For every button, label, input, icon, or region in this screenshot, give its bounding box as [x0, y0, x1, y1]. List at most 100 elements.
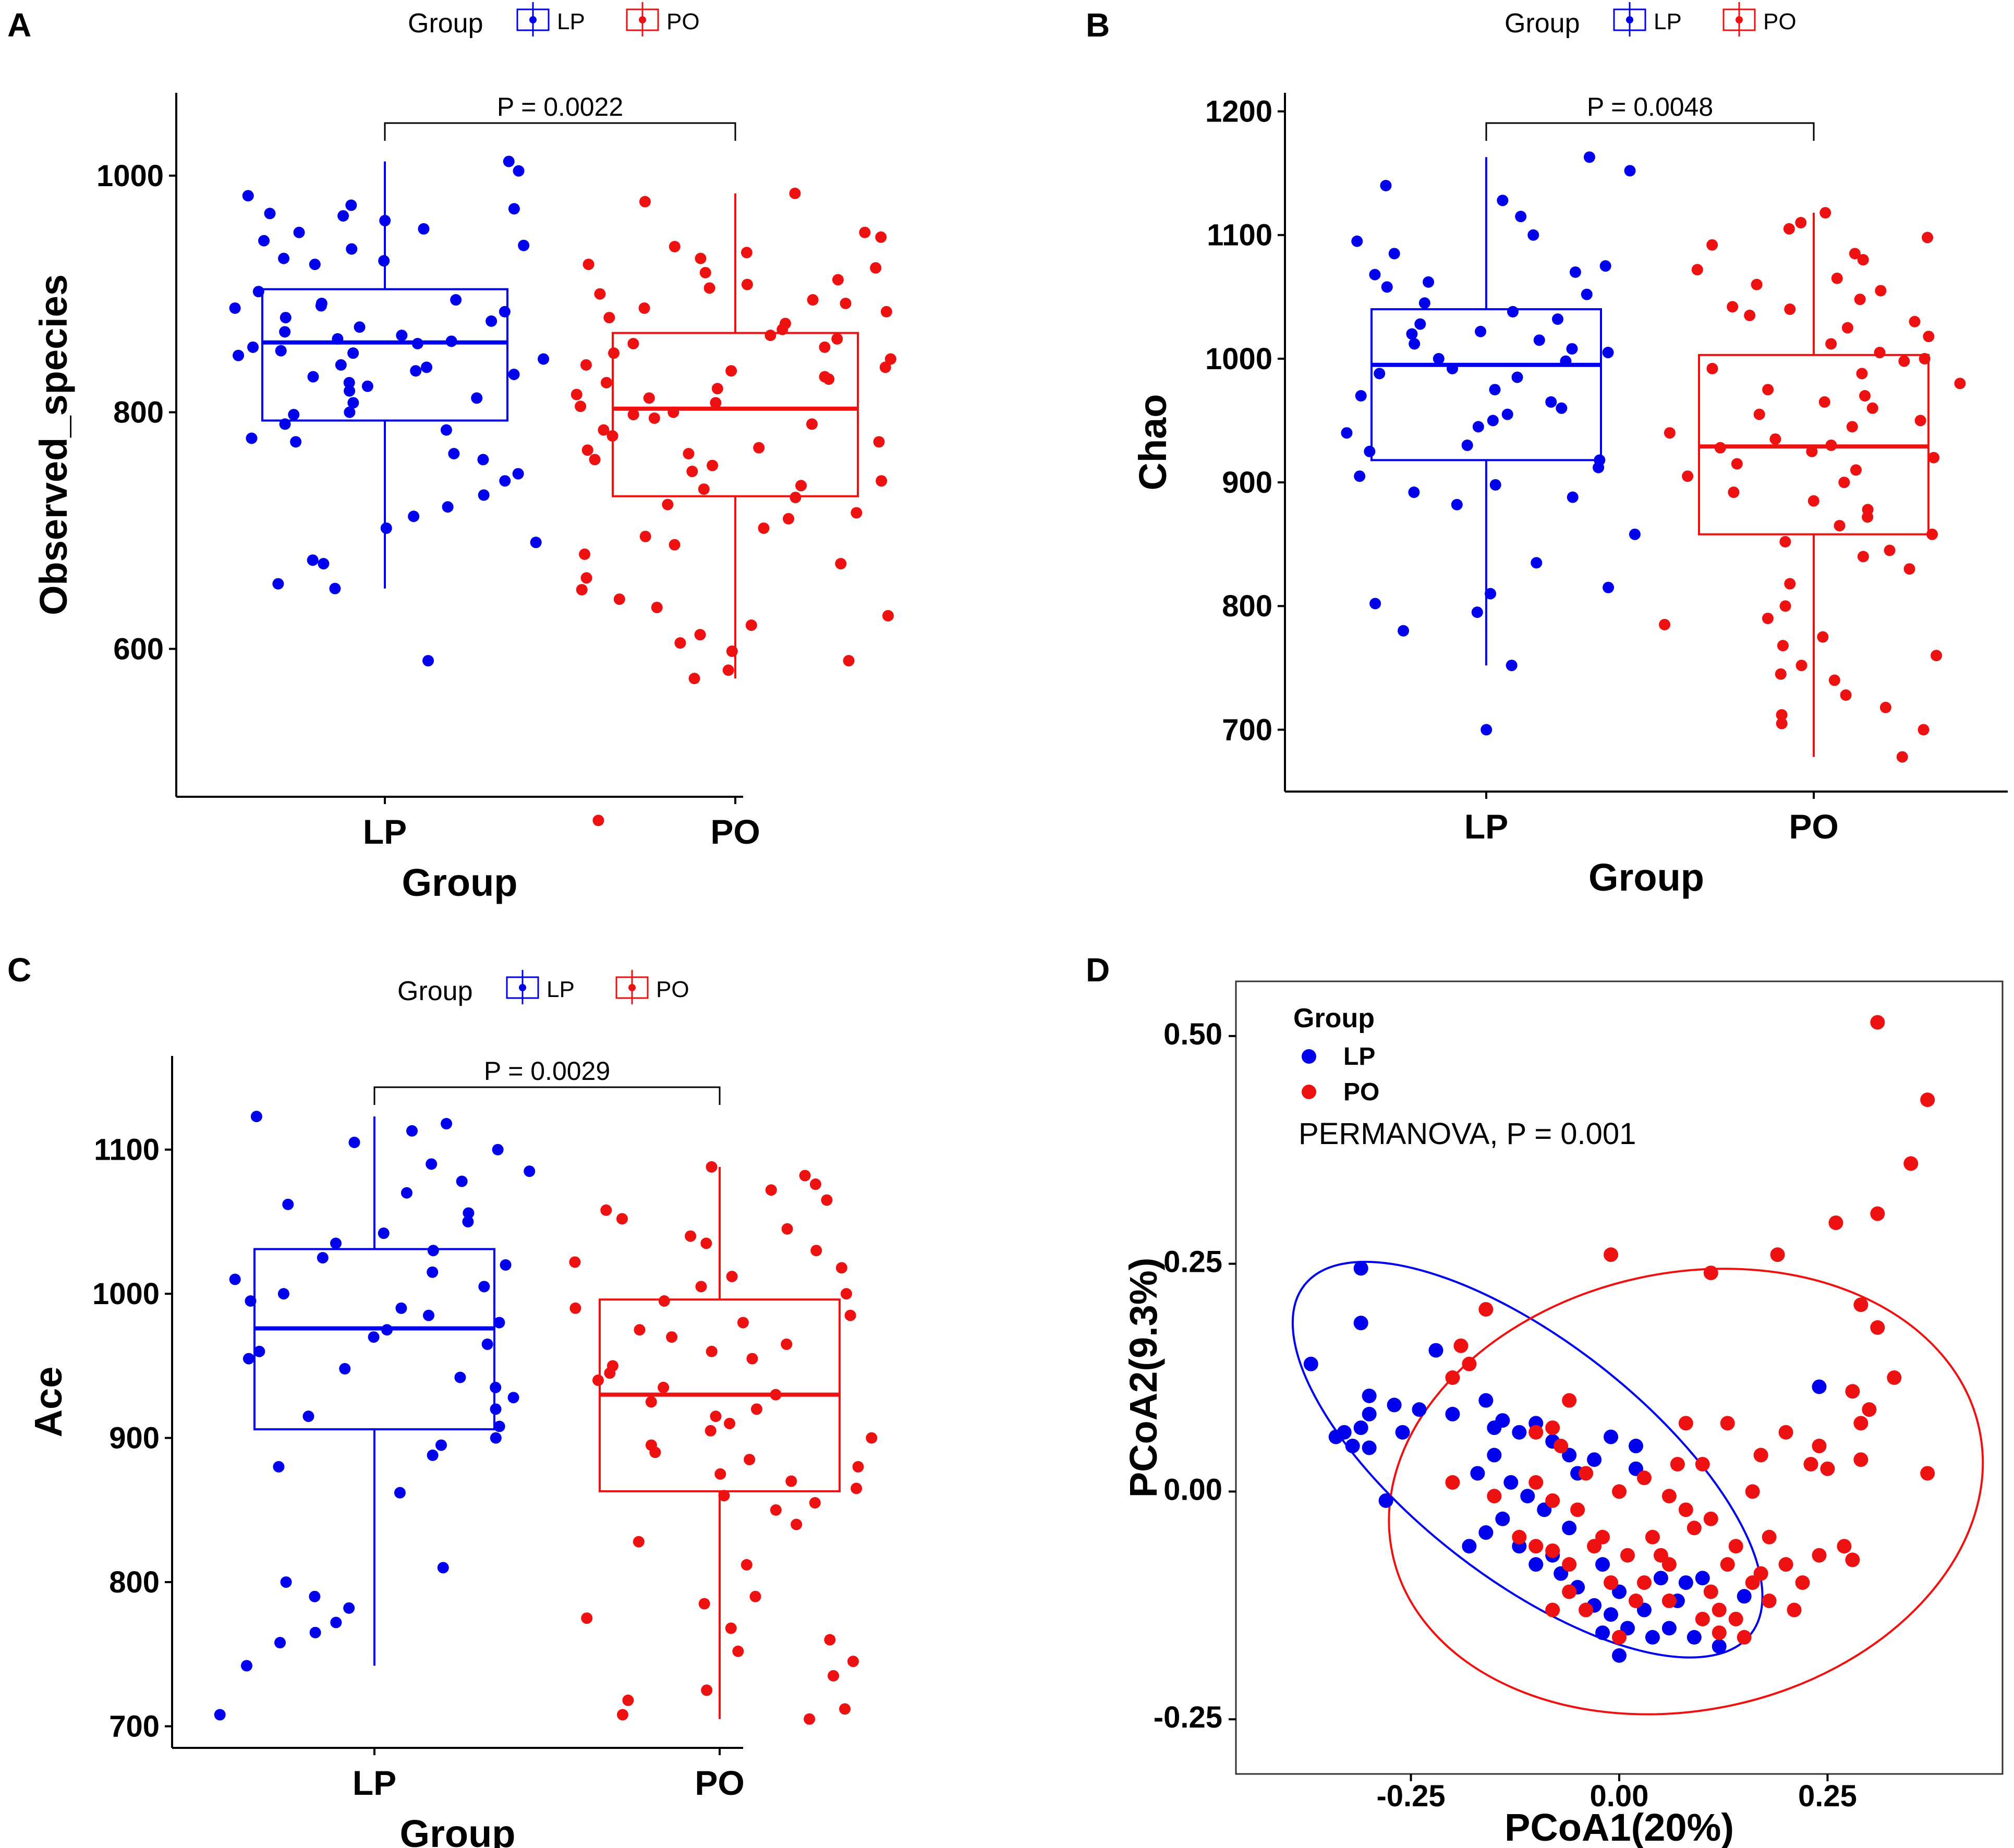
data-point — [1408, 487, 1420, 499]
data-point — [706, 1161, 718, 1173]
data-point — [1512, 1425, 1527, 1440]
data-point — [685, 1230, 697, 1242]
data-point — [569, 1302, 581, 1314]
data-point — [1695, 1571, 1710, 1586]
data-point — [835, 558, 847, 570]
data-point — [722, 664, 734, 676]
legend-key-po — [1722, 2, 1756, 37]
data-point — [492, 1144, 504, 1156]
permanova-annotation: PERMANOVA, P = 0.001 — [1299, 1117, 1636, 1151]
data-point — [880, 306, 892, 318]
legend-key-po — [1302, 1085, 1316, 1099]
data-point — [710, 1411, 722, 1423]
data-point — [613, 593, 625, 605]
data-point — [1341, 427, 1353, 439]
y-tick-label: 0.25 — [1163, 1245, 1222, 1279]
data-point — [700, 1237, 712, 1249]
data-point — [1428, 1343, 1443, 1358]
legend-key-dot — [529, 16, 537, 23]
panel-d-pcoa: -0.25 0.00 0.25 -0.25 0.00 0.25 0.50 PCoA1(20%)… — [1122, 980, 2004, 1848]
data-point — [580, 359, 592, 371]
x-axis-label: Group — [402, 861, 518, 904]
data-point — [770, 1504, 782, 1516]
data-point — [705, 1425, 717, 1437]
box-iqr — [253, 1248, 495, 1431]
data-point — [274, 1637, 286, 1649]
data-point — [840, 297, 852, 309]
data-point — [280, 312, 292, 324]
data-point — [1595, 1529, 1610, 1545]
legend-label-lp: LP — [547, 977, 575, 1002]
data-point — [1462, 1539, 1477, 1554]
data-point — [603, 312, 615, 324]
data-point — [1461, 439, 1473, 451]
data-point — [513, 165, 525, 177]
data-point — [1369, 598, 1381, 610]
data-point — [1838, 477, 1850, 489]
data-point — [1387, 1397, 1402, 1413]
confidence-ellipse-po — [1388, 1268, 1984, 1716]
data-point — [1856, 368, 1868, 380]
data-point — [1380, 179, 1392, 191]
box-iqr — [612, 332, 859, 497]
points-lp — [1341, 151, 1641, 736]
data-point — [1495, 1511, 1510, 1526]
data-point — [1703, 1266, 1718, 1281]
panel-label-d: D — [1086, 951, 1110, 989]
data-point — [1795, 1575, 1810, 1590]
data-point — [229, 302, 241, 314]
panel-label-a: A — [7, 6, 31, 44]
data-point — [1604, 1247, 1619, 1262]
data-point — [343, 1602, 355, 1614]
data-point — [278, 252, 290, 264]
data-point — [379, 215, 391, 227]
data-point — [1819, 207, 1831, 219]
data-point — [600, 1204, 612, 1216]
data-point — [1497, 194, 1509, 206]
data-point — [1581, 288, 1593, 300]
box-iqr — [1370, 308, 1602, 461]
data-point — [1840, 689, 1852, 701]
data-point — [1714, 442, 1726, 454]
data-point — [726, 645, 738, 657]
data-point — [471, 392, 483, 404]
data-point — [821, 1194, 833, 1206]
data-point — [847, 1656, 859, 1668]
data-point — [1828, 674, 1840, 686]
data-point — [1670, 1456, 1685, 1472]
data-point — [698, 1598, 710, 1610]
data-point — [518, 239, 530, 251]
data-point — [843, 655, 855, 667]
data-point — [1712, 1602, 1727, 1618]
data-point — [1776, 718, 1788, 730]
data-point — [1489, 384, 1501, 396]
panel-label-c: C — [7, 951, 31, 989]
data-point — [785, 1475, 797, 1487]
data-point — [490, 1432, 502, 1444]
data-point — [608, 347, 620, 359]
data-point — [1545, 1420, 1560, 1436]
data-point — [277, 1288, 289, 1300]
data-point — [1762, 1529, 1777, 1545]
legend-key-box — [626, 8, 659, 31]
legend-key-box — [506, 976, 539, 999]
data-point — [1603, 581, 1615, 593]
data-point — [1845, 1384, 1860, 1399]
data-point — [309, 1590, 321, 1602]
data-point — [1520, 1489, 1535, 1504]
data-point — [1806, 445, 1818, 457]
data-point — [770, 1389, 782, 1401]
data-point — [809, 1178, 821, 1190]
data-point — [1903, 1156, 1919, 1171]
data-point — [807, 294, 819, 306]
data-point — [581, 444, 593, 456]
data-point — [724, 1417, 736, 1429]
data-point — [765, 1184, 777, 1196]
data-point — [1825, 338, 1837, 350]
data-point — [658, 1381, 670, 1393]
data-point — [580, 572, 592, 584]
data-point — [859, 226, 871, 238]
data-point — [1545, 1543, 1560, 1558]
box-lp — [261, 161, 508, 589]
data-point — [330, 1616, 342, 1628]
